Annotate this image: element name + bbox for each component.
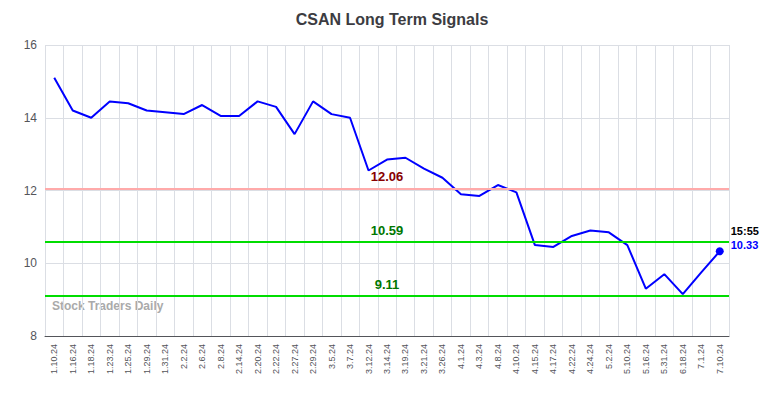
svg-text:2.14.24: 2.14.24 — [234, 344, 244, 374]
svg-text:5.16.24: 5.16.24 — [641, 344, 651, 374]
svg-text:2.20.24: 2.20.24 — [253, 344, 263, 374]
svg-text:1.16.24: 1.16.24 — [68, 344, 78, 374]
svg-text:4.22.24: 4.22.24 — [567, 344, 577, 374]
svg-text:14: 14 — [24, 111, 38, 125]
svg-text:8: 8 — [30, 329, 37, 343]
svg-text:CSAN Long Term Signals: CSAN Long Term Signals — [296, 11, 489, 28]
svg-text:Stock Traders Daily: Stock Traders Daily — [52, 299, 164, 313]
svg-text:4.17.24: 4.17.24 — [548, 344, 558, 374]
svg-text:3.21.24: 3.21.24 — [419, 344, 429, 374]
svg-text:2.29.24: 2.29.24 — [308, 344, 318, 374]
svg-text:5.10.24: 5.10.24 — [622, 344, 632, 374]
svg-text:3.19.24: 3.19.24 — [400, 344, 410, 374]
svg-text:4.10.24: 4.10.24 — [511, 344, 521, 374]
svg-text:15:55: 15:55 — [731, 225, 759, 237]
svg-text:16: 16 — [24, 38, 38, 52]
svg-text:5.2.24: 5.2.24 — [604, 344, 614, 369]
svg-text:1.29.24: 1.29.24 — [142, 344, 152, 374]
svg-text:4.1.24: 4.1.24 — [456, 344, 466, 369]
svg-text:6.18.24: 6.18.24 — [678, 344, 688, 374]
svg-text:3.14.24: 3.14.24 — [382, 344, 392, 374]
svg-text:4.15.24: 4.15.24 — [530, 344, 540, 374]
svg-text:4.24.24: 4.24.24 — [585, 344, 595, 374]
svg-text:12: 12 — [24, 184, 38, 198]
svg-text:1.31.24: 1.31.24 — [160, 344, 170, 374]
svg-text:3.12.24: 3.12.24 — [364, 344, 374, 374]
svg-text:5.31.24: 5.31.24 — [659, 344, 669, 374]
svg-text:12.06: 12.06 — [371, 169, 404, 184]
svg-text:4.3.24: 4.3.24 — [474, 344, 484, 369]
svg-text:1.18.24: 1.18.24 — [86, 344, 96, 374]
svg-text:4.8.24: 4.8.24 — [493, 344, 503, 369]
svg-text:2.6.24: 2.6.24 — [197, 344, 207, 369]
svg-text:2.2.24: 2.2.24 — [179, 344, 189, 369]
svg-text:2.22.24: 2.22.24 — [271, 344, 281, 374]
svg-text:7.10.24: 7.10.24 — [715, 344, 725, 374]
svg-text:10.59: 10.59 — [371, 223, 404, 238]
svg-text:9.11: 9.11 — [375, 277, 400, 292]
svg-text:1.23.24: 1.23.24 — [105, 344, 115, 374]
svg-text:1.25.24: 1.25.24 — [123, 344, 133, 374]
svg-text:7.1.24: 7.1.24 — [696, 344, 706, 369]
svg-text:2.8.24: 2.8.24 — [216, 344, 226, 369]
svg-text:3.7.24: 3.7.24 — [345, 344, 355, 369]
svg-text:10: 10 — [24, 256, 38, 270]
svg-text:1.10.24: 1.10.24 — [49, 344, 59, 374]
svg-text:3.26.24: 3.26.24 — [437, 344, 447, 374]
svg-text:10.33: 10.33 — [731, 239, 759, 251]
svg-text:3.5.24: 3.5.24 — [327, 344, 337, 369]
svg-text:2.27.24: 2.27.24 — [290, 344, 300, 374]
